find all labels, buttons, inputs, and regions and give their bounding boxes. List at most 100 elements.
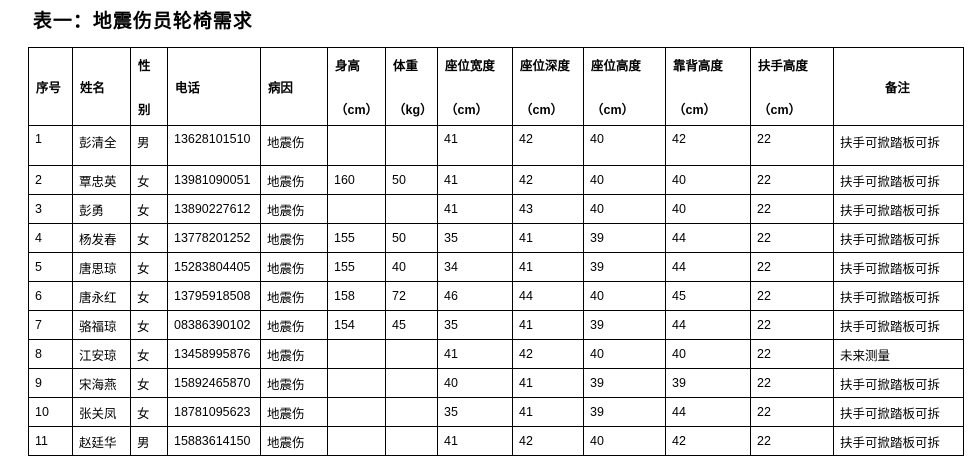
cell-name: 宋海燕 <box>72 368 131 398</box>
cell-weight: 72 <box>385 281 438 311</box>
header-line: （cm） <box>335 103 379 117</box>
cell-weight: 50 <box>385 223 438 253</box>
cell-phone: 13778201252 <box>167 223 261 253</box>
header-line: （cm） <box>520 103 564 117</box>
cell-seat-width: 41 <box>437 339 513 369</box>
cell-index: 7 <box>28 310 73 340</box>
cell-remark: 扶手可掀踏板可拆 <box>833 310 964 340</box>
cell-height: 154 <box>327 310 386 340</box>
table-row: 8 江安琼女 13458995876 地震伤 41 42 40 40 22 未来测量 <box>28 339 964 369</box>
cell-armrest-height: 22 <box>750 310 834 340</box>
column-header-label: 靠背高度 （cm） <box>667 55 750 118</box>
header-line: 扶手高度 <box>758 59 809 73</box>
column-header-weight: 体重 （kg） <box>385 47 438 126</box>
cell-seat-height: 40 <box>583 281 666 311</box>
cell-phone: 13981090051 <box>167 165 261 195</box>
cell-seat-width: 35 <box>437 223 513 253</box>
header-line: 别 <box>138 103 151 117</box>
table-header-row: 序号 姓名性别电话 病因 身高 （cm） 体重 （kg） 座位宽度 （cm） 座位深度 （cm） 座位… <box>28 47 964 126</box>
cell-height <box>327 194 386 224</box>
table-row: 5 唐思琼女 15283804405 地震伤 155 40 34 41 39 44 22 扶手可掀踏板… <box>28 252 964 282</box>
cell-seat-height: 40 <box>583 125 666 166</box>
cell-seat-height: 40 <box>583 339 666 369</box>
column-header-gender: 性别 <box>130 47 168 126</box>
cell-seat-depth: 41 <box>512 368 584 398</box>
cell-cause: 地震伤 <box>260 310 328 340</box>
cell-name: 唐永红 <box>72 281 131 311</box>
cell-weight: 40 <box>385 252 438 282</box>
cell-name: 张关凤 <box>72 397 131 427</box>
cell-phone: 15883614150 <box>167 426 261 456</box>
cell-gender: 女 <box>130 252 168 282</box>
cell-height <box>327 368 386 398</box>
cell-phone: 08386390102 <box>167 310 261 340</box>
cell-index: 8 <box>28 339 73 369</box>
header-line: 序号 <box>36 81 62 95</box>
header-line: （cm） <box>591 103 635 117</box>
cell-gender: 女 <box>130 281 168 311</box>
cell-index: 2 <box>28 165 73 195</box>
header-line: 靠背高度 <box>673 59 724 73</box>
table-row: 7 骆福琼女 08386390102 地震伤 154 45 35 41 39 44 22 扶手可掀踏板… <box>28 310 964 340</box>
cell-weight <box>385 339 438 369</box>
cell-armrest-height: 22 <box>750 252 834 282</box>
column-header-label: 体重 （kg） <box>387 55 437 118</box>
column-header-label: 座位高度 （cm） <box>585 55 665 118</box>
column-header-seat-height: 座位高度 （cm） <box>583 47 666 126</box>
wheelchair-needs-table: 序号 姓名性别电话 病因 身高 （cm） 体重 （kg） 座位宽度 （cm） 座位深度 （cm） 座位… <box>28 47 964 456</box>
cell-gender: 女 <box>130 223 168 253</box>
cell-height: 158 <box>327 281 386 311</box>
cell-name: 彭勇 <box>72 194 131 224</box>
table-row: 10 张关凤女 18781095623 地震伤 35 41 39 44 22 扶手可掀踏板可拆 <box>28 397 964 427</box>
cell-seat-width: 35 <box>437 310 513 340</box>
cell-phone: 15892465870 <box>167 368 261 398</box>
column-header-label: 性别 <box>132 55 167 118</box>
header-line: 座位深度 <box>520 59 571 73</box>
header-line: 身高 <box>335 59 361 73</box>
cell-seat-depth: 41 <box>512 397 584 427</box>
cell-seat-height: 40 <box>583 426 666 456</box>
cell-name: 覃忠英 <box>72 165 131 195</box>
cell-cause: 地震伤 <box>260 125 328 166</box>
cell-seat-width: 41 <box>437 194 513 224</box>
cell-seat-width: 41 <box>437 125 513 166</box>
cell-seat-depth: 44 <box>512 281 584 311</box>
cell-seat-width: 46 <box>437 281 513 311</box>
column-header-label: 座位深度 （cm） <box>514 55 583 118</box>
cell-weight <box>385 368 438 398</box>
header-line: （cm） <box>673 103 717 117</box>
cell-remark: 扶手可掀踏板可拆 <box>833 397 964 427</box>
column-header-backrest-height: 靠背高度 （cm） <box>665 47 751 126</box>
column-header-name: 姓名 <box>72 47 131 126</box>
cell-backrest-height: 44 <box>665 397 751 427</box>
cell-seat-depth: 41 <box>512 223 584 253</box>
cell-name: 赵廷华 <box>72 426 131 456</box>
column-header-label: 备注 <box>835 77 963 96</box>
cell-height <box>327 339 386 369</box>
cell-seat-height: 40 <box>583 194 666 224</box>
cell-phone: 13628101510 <box>167 125 261 166</box>
header-line: 病因 <box>268 81 294 95</box>
cell-weight <box>385 426 438 456</box>
cell-cause: 地震伤 <box>260 165 328 195</box>
cell-height: 160 <box>327 165 386 195</box>
cell-remark: 扶手可掀踏板可拆 <box>833 194 964 224</box>
cell-seat-depth: 42 <box>512 125 584 166</box>
cell-phone: 18781095623 <box>167 397 261 427</box>
cell-cause: 地震伤 <box>260 339 328 369</box>
column-header-label: 病因 <box>262 77 327 96</box>
header-line: 体重 <box>393 59 419 73</box>
cell-index: 9 <box>28 368 73 398</box>
cell-seat-depth: 42 <box>512 426 584 456</box>
table-row: 2 覃忠英女 13981090051 地震伤 160 50 41 42 40 40 22 扶手可掀踏板… <box>28 165 964 195</box>
cell-weight: 45 <box>385 310 438 340</box>
cell-seat-width: 34 <box>437 252 513 282</box>
cell-index: 6 <box>28 281 73 311</box>
header-line: （cm） <box>445 103 489 117</box>
cell-seat-depth: 41 <box>512 310 584 340</box>
cell-backrest-height: 44 <box>665 223 751 253</box>
column-header-remark: 备注 <box>833 47 964 126</box>
cell-remark: 扶手可掀踏板可拆 <box>833 252 964 282</box>
cell-backrest-height: 39 <box>665 368 751 398</box>
cell-armrest-height: 22 <box>750 426 834 456</box>
